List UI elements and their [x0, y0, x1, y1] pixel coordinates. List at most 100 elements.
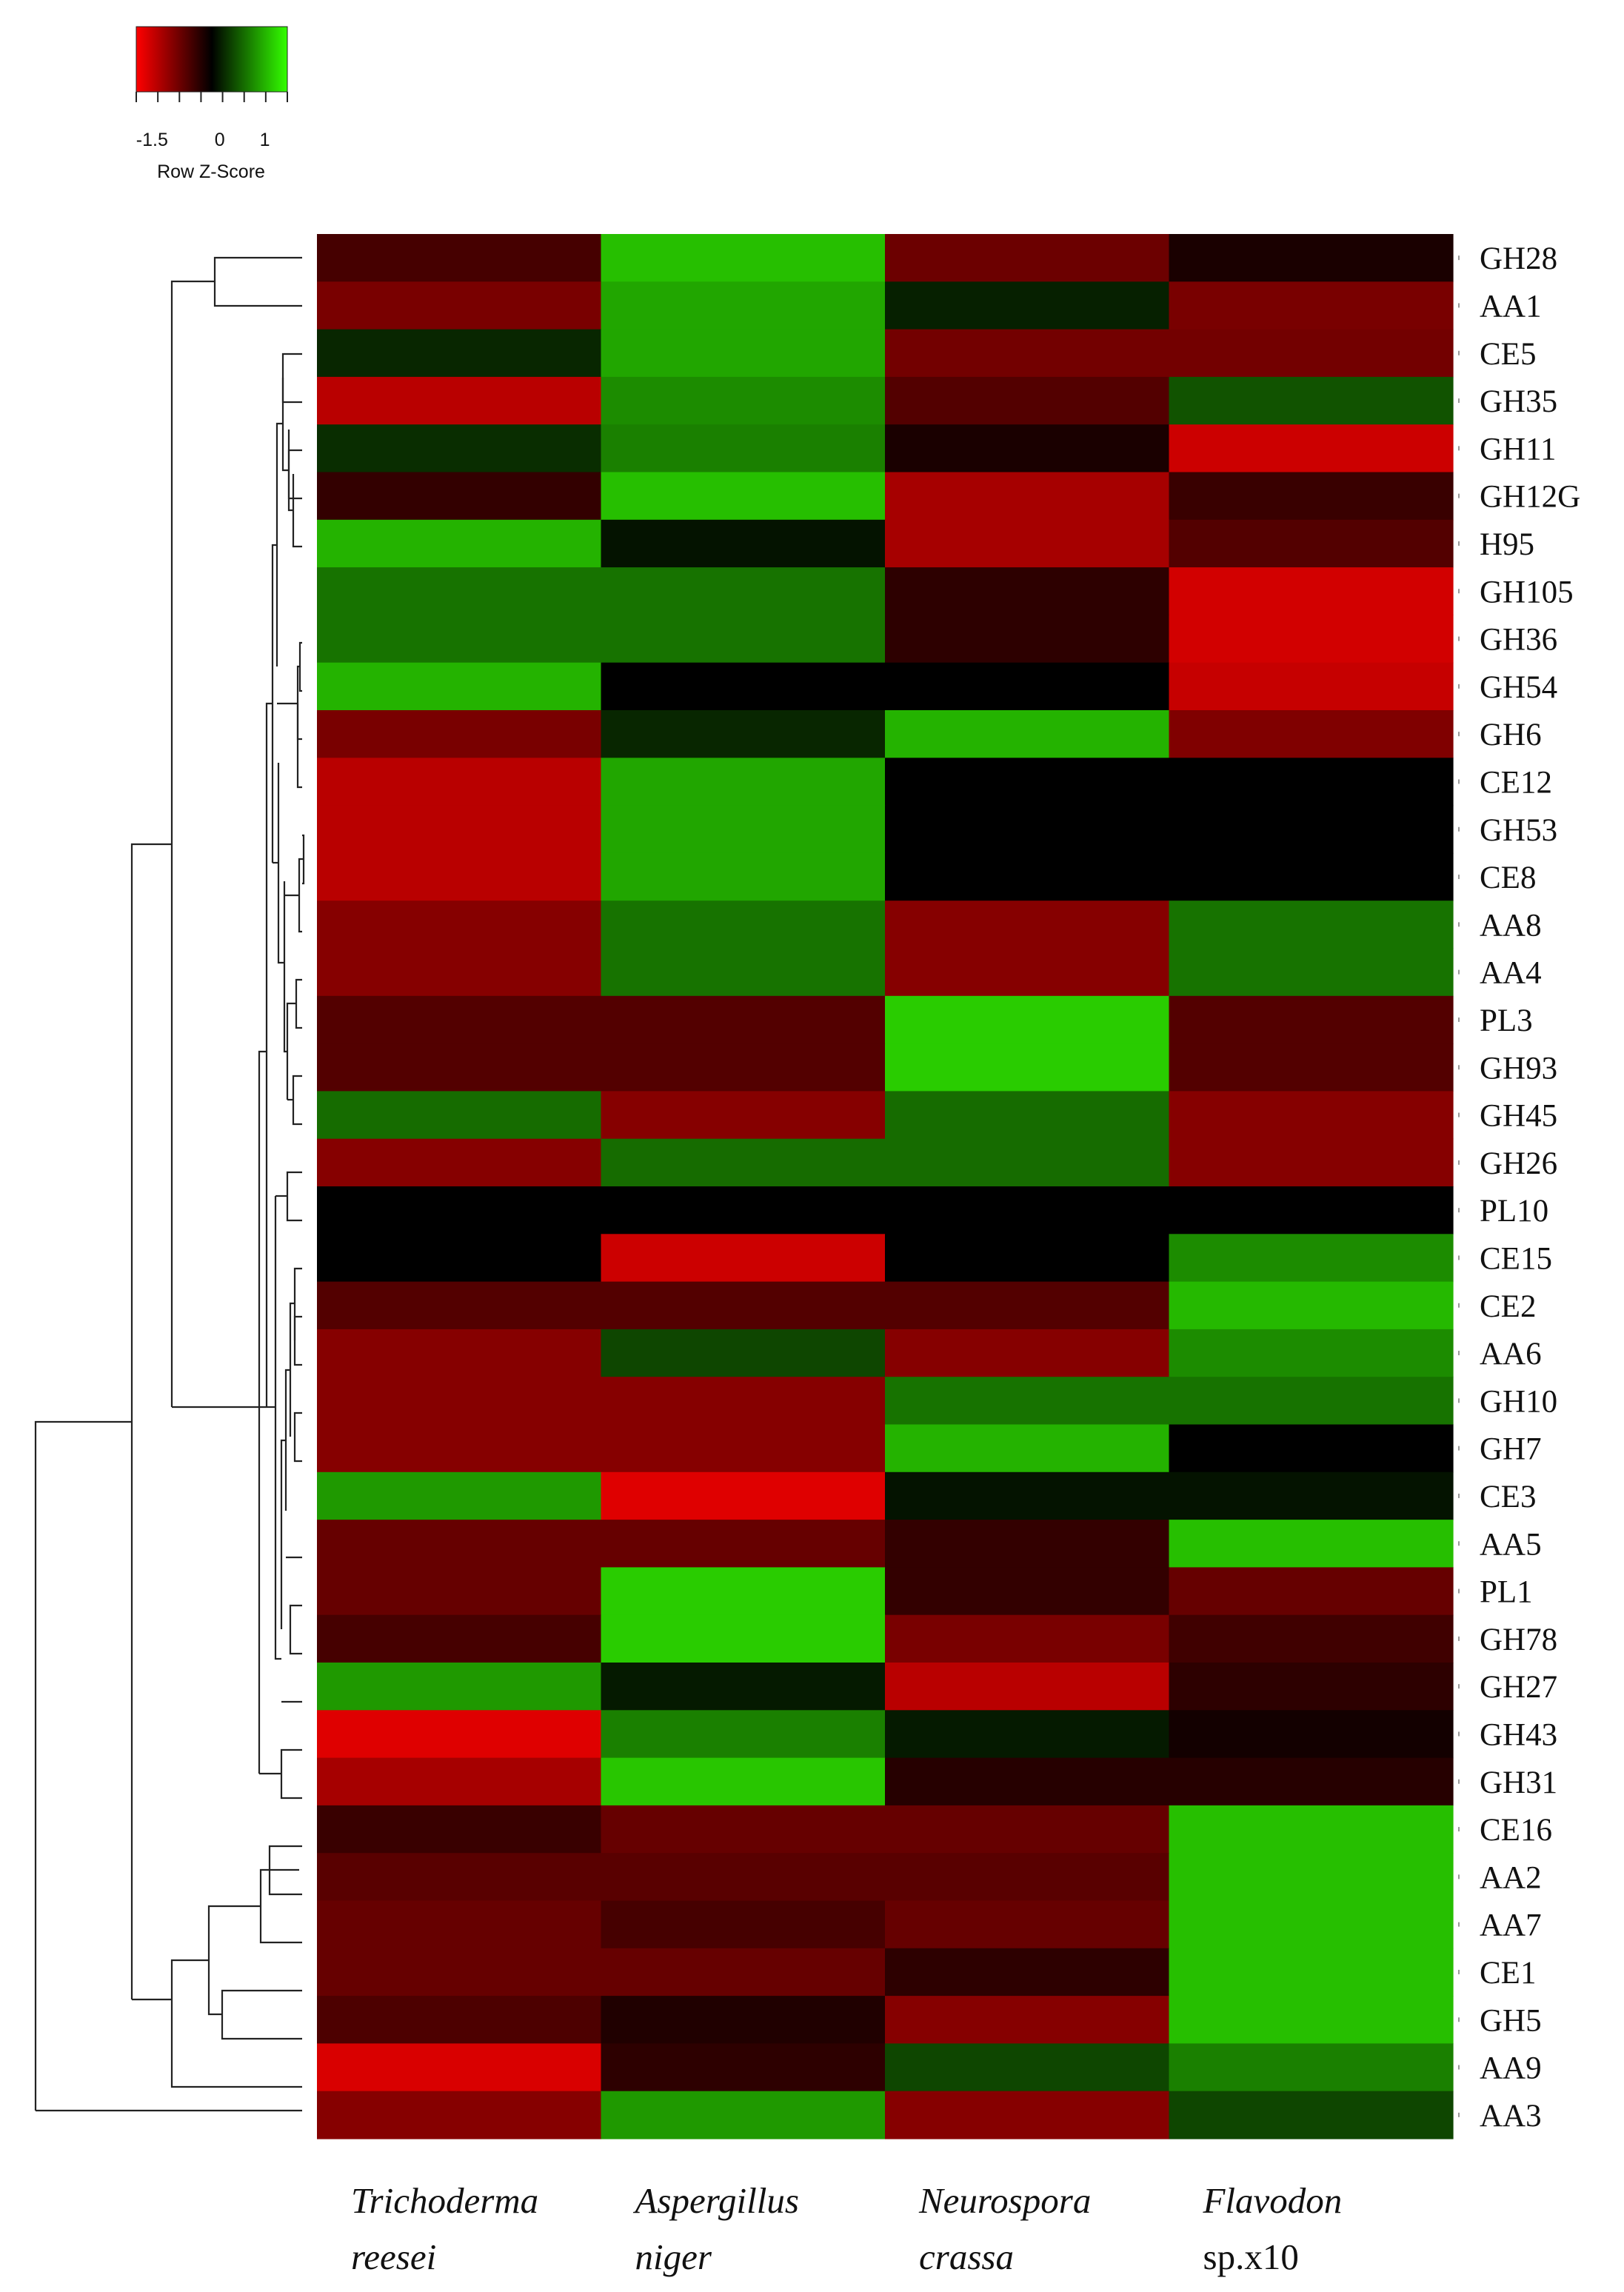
- heatmap-cell: [885, 1424, 1170, 1473]
- dendrogram-link: [293, 1267, 302, 1340]
- row-label: GH11: [1480, 432, 1557, 467]
- heatmap-cell: [1169, 1377, 1454, 1426]
- row-label: CE12: [1480, 765, 1552, 800]
- color-key-tick-label: 1: [260, 130, 270, 150]
- heatmap-cell: [1169, 1138, 1454, 1187]
- heatmap-cell: [885, 472, 1170, 521]
- heatmap-cell: [1169, 710, 1454, 758]
- heatmap-cell: [601, 1757, 886, 1806]
- row-label: AA9: [1480, 2051, 1542, 2086]
- heatmap-cell: [317, 662, 602, 711]
- row-label: AA8: [1480, 908, 1542, 943]
- heatmap-cell: [1169, 1663, 1454, 1711]
- column-labels: Trichoderma reesei Aspergillus niger Neurosp…: [351, 2180, 1342, 2277]
- heatmap-cell: [317, 329, 602, 378]
- row-labels: GH28 AA1 CE5 GH35 GH11 GH12G H95 GH105 GH36 GH54 G…: [1480, 241, 1580, 2134]
- heatmap-cell: [601, 758, 886, 806]
- heatmap-cell: [601, 1377, 886, 1426]
- row-label: CE8: [1480, 861, 1536, 895]
- row-label: GH78: [1480, 1623, 1557, 1657]
- heatmap-cell: [317, 1043, 602, 1092]
- heatmap-cell: [601, 1900, 886, 1949]
- heatmap-cell: [885, 1091, 1170, 1140]
- dendrogram-link: [258, 1050, 267, 1774]
- heatmap-cell: [885, 710, 1170, 758]
- heatmap-cell: [1169, 1996, 1454, 2044]
- row-label: H95: [1480, 527, 1534, 562]
- dendrogram-branch-ce2-aa6: [293, 1315, 302, 1366]
- heatmap-cell: [317, 1377, 602, 1426]
- heatmap-cell: [885, 805, 1170, 854]
- heatmap-cell: [885, 662, 1170, 711]
- color-key: -1.5 0 1 Row Z-Score: [136, 26, 288, 182]
- column-label-line2: niger: [635, 2236, 712, 2277]
- row-label: AA4: [1480, 956, 1542, 991]
- dendrogram-branch-aa9: [170, 1959, 302, 2088]
- heatmap-cell: [317, 281, 602, 330]
- color-key-gradient: [136, 26, 288, 93]
- row-dendrogram: [34, 256, 305, 2112]
- row-label: CE16: [1480, 1813, 1552, 1848]
- dendrogram-link: [277, 763, 284, 964]
- dendrogram-link: [34, 1420, 132, 2111]
- heatmap-cell: [885, 376, 1170, 425]
- heatmap-cell: [885, 1471, 1170, 1520]
- row-label: GH36: [1480, 623, 1557, 658]
- heatmap-cell: [601, 1471, 886, 1520]
- column-label-line2: crassa: [919, 2236, 1014, 2277]
- heatmap-cell: [1169, 1614, 1454, 1663]
- heatmap-cell: [1169, 1520, 1454, 1568]
- heatmap-cell: [1169, 1710, 1454, 1759]
- heatmap-cell: [1169, 1186, 1454, 1234]
- heatmap-cell: [317, 2091, 602, 2139]
- heatmap-cell: [885, 1138, 1170, 1187]
- heatmap-cell: [601, 1996, 886, 2044]
- dendrogram-branch-aa7: [259, 1868, 302, 1944]
- heatmap-cell: [885, 1329, 1170, 1377]
- heatmap-cell: [601, 376, 886, 425]
- dendrogram-branch-ce1-gh5: [221, 1989, 302, 2040]
- heatmap-cell: [1169, 901, 1454, 949]
- heatmap-cell: [317, 1471, 602, 1520]
- heatmap-cell: [317, 1614, 602, 1663]
- heatmap-cell: [885, 852, 1170, 901]
- heatmap-cell: [885, 1900, 1170, 1949]
- dendrogram-link: [292, 474, 302, 548]
- heatmap-cell: [1169, 1805, 1454, 1854]
- heatmap-cell: [1169, 424, 1454, 473]
- heatmap-cell: [1169, 1853, 1454, 1902]
- dendrogram-link: [170, 280, 215, 1407]
- heatmap-cell: [317, 1948, 602, 1997]
- heatmap-cell: [885, 2091, 1170, 2139]
- row-label: AA5: [1480, 1527, 1542, 1562]
- heatmap-cell: [885, 948, 1170, 997]
- heatmap-cell: [1169, 281, 1454, 330]
- dendrogram-link: [280, 1439, 286, 1629]
- heatmap-cell: [601, 852, 886, 901]
- heatmap-cell: [885, 1234, 1170, 1283]
- heatmap-cell: [317, 2043, 602, 2092]
- heatmap-cell: [885, 1377, 1170, 1426]
- heatmap-cell: [885, 1853, 1170, 1902]
- heatmap-cell: [885, 1614, 1170, 1663]
- row-label: CE5: [1480, 337, 1536, 372]
- heatmap-cell: [601, 1043, 886, 1092]
- heatmap-cell: [1169, 995, 1454, 1044]
- heatmap-cell: [601, 1520, 886, 1568]
- heatmap-cell: [1169, 2091, 1454, 2139]
- row-label: GH6: [1480, 718, 1542, 752]
- row-label: GH12G: [1480, 480, 1580, 515]
- dendrogram-link: [274, 1196, 281, 1660]
- heatmap-cell: [317, 1424, 602, 1473]
- heatmap-cell: [317, 234, 602, 282]
- heatmap-cell: [601, 1567, 886, 1616]
- row-label: PL10: [1480, 1194, 1548, 1229]
- row-label: GH105: [1480, 575, 1574, 609]
- heatmap-cell: [601, 1853, 886, 1902]
- dendrogram-link: [284, 1369, 290, 1511]
- heatmap-cell: [317, 567, 602, 615]
- dendrogram-branch-gh10-gh7: [293, 1411, 302, 1463]
- heatmap-cell: [1169, 567, 1454, 615]
- heatmap-cell: [317, 615, 602, 664]
- dendrogram-branch-gh43-gh31: [280, 1748, 302, 1800]
